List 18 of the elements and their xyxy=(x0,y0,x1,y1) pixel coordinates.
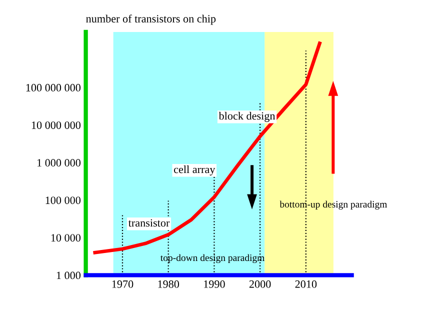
y-tick-label: 1 000 000 xyxy=(37,159,81,167)
y-axis-title: number of transistors on chip xyxy=(86,14,216,25)
y-tick-label: 1 000 xyxy=(56,272,81,280)
y-tick-label: 10 000 000 xyxy=(32,121,81,129)
x-tick-label: 2000 xyxy=(249,280,271,288)
band-label: top-down design paradigm xyxy=(160,254,264,264)
annotation: cell array xyxy=(174,165,216,176)
y-tick-label: 100 000 xyxy=(46,196,81,204)
x-tick-label: 2010 xyxy=(295,280,317,288)
x-tick-label: 1970 xyxy=(112,280,134,288)
annotation: block design xyxy=(218,112,276,122)
line-series xyxy=(93,42,322,254)
band-label: bottom-up design paradigm xyxy=(280,200,388,210)
y-tick-label: 100 000 000 xyxy=(26,84,81,92)
x-tick-label: 1980 xyxy=(158,280,180,288)
x-tick-label: 1990 xyxy=(204,280,225,288)
y-tick-label: 10 000 xyxy=(51,234,81,242)
annotation: transistor xyxy=(128,219,170,227)
